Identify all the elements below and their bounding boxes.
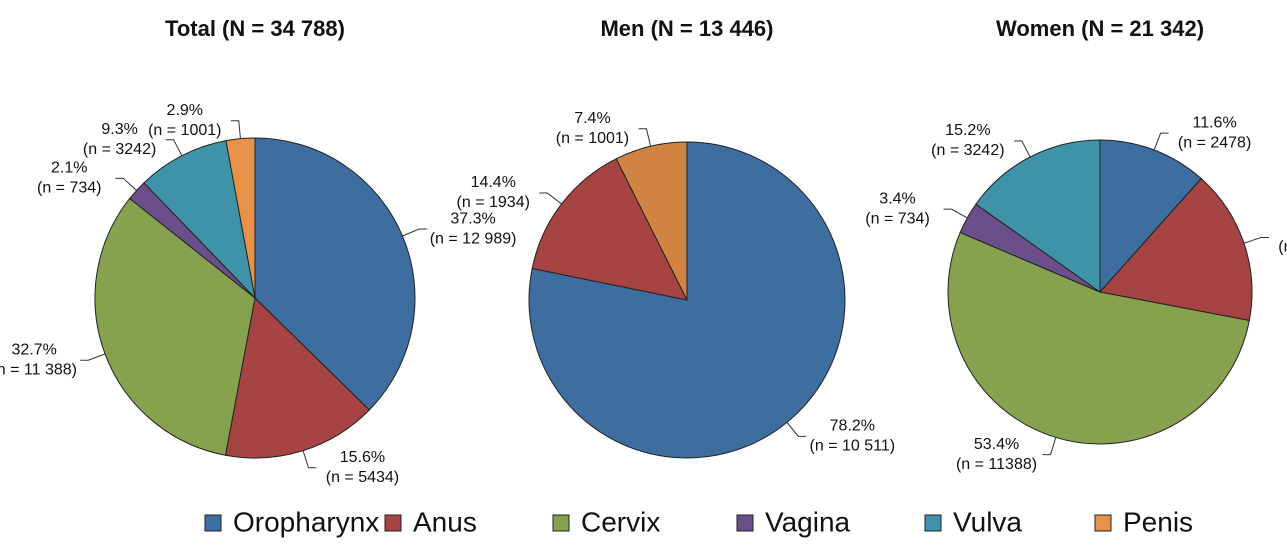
chart-title: Women (N = 21 342) xyxy=(996,16,1204,41)
pie-slice xyxy=(975,139,1101,293)
data-label: 15.2% xyxy=(945,122,990,139)
leader-line xyxy=(539,192,562,205)
pie-slice xyxy=(94,197,256,456)
legend-swatch xyxy=(1094,514,1112,532)
n-label: (n = 11388) xyxy=(956,456,1037,473)
n-label: (n = 12 989) xyxy=(430,230,517,247)
leader-line xyxy=(1243,236,1270,244)
n-label: (n = 10 511) xyxy=(810,438,896,455)
leader-line xyxy=(230,120,241,139)
n-label: (n = 11 388) xyxy=(0,361,77,378)
data-label: 32.7% xyxy=(12,341,57,358)
leader-line xyxy=(80,353,106,361)
leader-line xyxy=(1013,140,1031,158)
legend-swatch xyxy=(924,514,942,532)
pie-slice xyxy=(947,231,1250,445)
n-label: (n = 734) xyxy=(865,210,929,227)
legend-swatch xyxy=(736,514,754,532)
legend-text: Vulva xyxy=(953,506,1022,537)
chart-title: Men (N = 13 446) xyxy=(600,16,773,41)
legend-text: Vagina xyxy=(765,506,851,537)
n-label: (n = 5434) xyxy=(326,469,399,486)
data-label: 53.4% xyxy=(974,436,1019,453)
legend-text: Anus xyxy=(413,506,477,537)
n-label: (n = 3242) xyxy=(83,141,156,158)
leader-line xyxy=(1153,132,1169,151)
pie-slice xyxy=(1099,177,1253,322)
leader-line xyxy=(638,128,652,147)
data-label: 11.6% xyxy=(1192,114,1236,131)
pie-slice xyxy=(1099,139,1202,294)
pie-slice xyxy=(254,137,416,411)
data-label: 78.2% xyxy=(830,418,875,435)
data-label: 3.4% xyxy=(879,190,915,207)
n-label: (n = 1001) xyxy=(148,122,221,139)
legend-swatch xyxy=(204,514,222,532)
data-label: 2.9% xyxy=(167,102,203,119)
pie-slice xyxy=(143,140,256,300)
data-label: 7.4% xyxy=(574,110,610,127)
leader-line xyxy=(115,177,137,191)
legend-text: Oropharynx xyxy=(233,506,379,537)
leader-line xyxy=(165,139,183,156)
legend-text: Penis xyxy=(1123,506,1193,537)
legend-swatch xyxy=(552,514,570,532)
n-label: (n = 734) xyxy=(37,180,101,197)
legend-text: Cervix xyxy=(581,506,660,537)
n-label: (n = 1934) xyxy=(457,194,530,211)
leader-line xyxy=(943,208,968,219)
n-label: (n = 3500) xyxy=(1278,239,1287,256)
data-label: 14.4% xyxy=(471,174,516,191)
data-label: 9.3% xyxy=(101,121,137,138)
data-label: 2.1% xyxy=(51,160,87,177)
n-label: (n = 1001) xyxy=(556,130,629,147)
pie-slice xyxy=(224,296,370,459)
data-label: 15.6% xyxy=(340,449,385,466)
legend-swatch xyxy=(384,514,402,532)
n-label: (n = 2478) xyxy=(1178,134,1251,151)
chart-title: Total (N = 34 788) xyxy=(165,16,345,41)
leader-line xyxy=(302,450,317,469)
n-label: (n = 3242) xyxy=(931,142,1004,159)
leader-line xyxy=(1042,437,1057,456)
data-label: 37.3% xyxy=(450,210,495,227)
leader-line xyxy=(786,422,807,437)
leader-line xyxy=(402,228,428,237)
